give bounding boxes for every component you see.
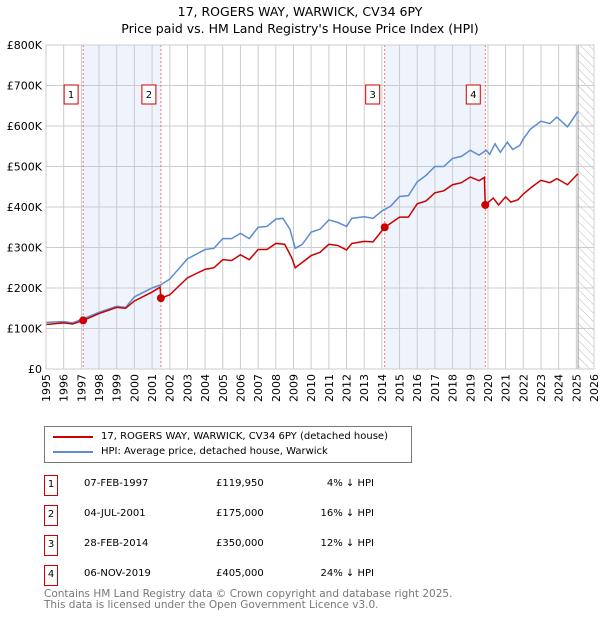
x-tick-label: 2023 — [535, 374, 548, 402]
x-tick-label: 2020 — [482, 374, 495, 402]
x-tick-label: 2002 — [164, 374, 177, 402]
y-tick-label: £600K — [7, 120, 43, 133]
sale-row: 4 06-NOV-2019 £405,000 24% ↓ HPI — [44, 565, 444, 586]
footer-line-2: This data is licensed under the Open Gov… — [44, 599, 379, 611]
sale-number-badge: 2 — [44, 505, 58, 526]
sale-date: 04-JUL-2001 — [84, 508, 146, 519]
chart-subtitle: Price paid vs. HM Land Registry's House … — [121, 21, 479, 36]
x-tick-label: 2025 — [570, 374, 583, 402]
x-tick-label: 2017 — [429, 374, 442, 402]
y-tick-label: £100K — [7, 323, 43, 336]
x-tick-label: 1998 — [93, 374, 106, 402]
x-tick-label: 2014 — [376, 374, 389, 402]
x-tick-label: 2013 — [358, 374, 371, 402]
sale-date: 06-NOV-2019 — [84, 568, 151, 579]
sale-price: £405,000 — [216, 568, 264, 579]
legend-label: 17, ROGERS WAY, WARWICK, CV34 6PY (detac… — [101, 431, 388, 442]
sale-row: 3 28-FEB-2014 £350,000 12% ↓ HPI — [44, 535, 444, 556]
sale-row: 1 07-FEB-1997 £119,950 4% ↓ HPI — [44, 475, 444, 496]
x-tick-label: 2001 — [146, 374, 159, 402]
x-tick-label: 2005 — [217, 374, 230, 402]
x-tick-label: 2016 — [411, 374, 424, 402]
chart-title: 17, ROGERS WAY, WARWICK, CV34 6PY — [177, 4, 423, 19]
x-tick-label: 1999 — [111, 374, 124, 402]
x-tick-label: 2012 — [341, 374, 354, 402]
legend-swatch-red — [53, 435, 93, 438]
x-tick-label: 1995 — [40, 374, 53, 402]
x-tick-label: 2006 — [234, 374, 247, 402]
x-tick-label: 2010 — [305, 374, 318, 402]
plot-frame — [45, 44, 595, 370]
x-tick-label: 2015 — [394, 374, 407, 402]
x-tick-label: 2022 — [517, 374, 530, 402]
y-tick-label: £800K — [7, 39, 43, 52]
y-tick-label: £500K — [7, 161, 43, 174]
sale-number-badge: 3 — [44, 535, 58, 556]
price-chart: 1995 1996 1997 1998 1999 2000 2001 2002 2003 2004… — [7, 39, 600, 402]
sale-label-box — [141, 84, 157, 105]
x-tick-label: 2000 — [128, 374, 141, 402]
y-tick-label: £200K — [7, 282, 43, 295]
x-tick-label: 1996 — [58, 374, 71, 402]
x-tick-label: 2009 — [287, 374, 300, 402]
sale-number-badge: 1 — [44, 475, 58, 496]
legend-item-property: 17, ROGERS WAY, WARWICK, CV34 6PY (detac… — [53, 431, 388, 442]
x-tick-label: 2026 — [588, 374, 600, 402]
sale-price: £175,000 — [216, 508, 264, 519]
sale-label-box — [365, 84, 381, 105]
sale-hpi-diff: 24% ↓ HPI — [320, 568, 374, 579]
footer-line-1: Contains HM Land Registry data © Crown c… — [44, 588, 453, 600]
sale-date: 28-FEB-2014 — [84, 538, 149, 549]
x-tick-label: 2003 — [181, 374, 194, 402]
sale-hpi-diff: 16% ↓ HPI — [320, 508, 374, 519]
sale-point — [481, 200, 490, 209]
x-tick-label: 2024 — [553, 374, 566, 402]
sale-point — [79, 316, 88, 325]
sale-price: £119,950 — [216, 478, 264, 489]
sale-label: 3 — [370, 90, 376, 101]
y-tick-label: £700K — [7, 80, 43, 93]
sale-row: 2 04-JUL-2001 £175,000 16% ↓ HPI — [44, 505, 444, 526]
sale-point — [156, 294, 165, 303]
y-tick-label: £300K — [7, 242, 43, 255]
x-tick-label: 1997 — [75, 374, 88, 402]
sale-number-badge: 4 — [44, 565, 58, 586]
sale-label: 4 — [470, 90, 476, 101]
x-tick-label: 2021 — [500, 374, 513, 402]
x-tick-label: 2019 — [464, 374, 477, 402]
legend: 17, ROGERS WAY, WARWICK, CV34 6PY (detac… — [44, 426, 412, 463]
sale-label-box — [63, 84, 79, 105]
sale-date: 07-FEB-1997 — [84, 478, 149, 489]
x-tick-label: 2004 — [199, 374, 212, 402]
sale-price: £350,000 — [216, 538, 264, 549]
legend-item-hpi: HPI: Average price, detached house, Warw… — [53, 446, 328, 457]
y-tick-label: £0 — [28, 363, 42, 376]
x-tick-label: 2008 — [270, 374, 283, 402]
x-tick-label: 2011 — [323, 374, 336, 402]
series-line — [45, 110, 579, 324]
sale-label-box — [465, 84, 481, 105]
x-tick-label: 2007 — [252, 374, 265, 402]
sale-hpi-diff: 12% ↓ HPI — [320, 538, 374, 549]
legend-swatch-blue — [53, 450, 93, 453]
sale-label: 1 — [68, 90, 74, 101]
legend-label: HPI: Average price, detached house, Warw… — [101, 446, 328, 457]
y-tick-label: £400K — [7, 201, 43, 214]
sale-label: 2 — [146, 90, 152, 101]
sale-hpi-diff: 4% ↓ HPI — [326, 478, 374, 489]
sale-point — [380, 223, 389, 232]
x-tick-label: 2018 — [447, 374, 460, 402]
